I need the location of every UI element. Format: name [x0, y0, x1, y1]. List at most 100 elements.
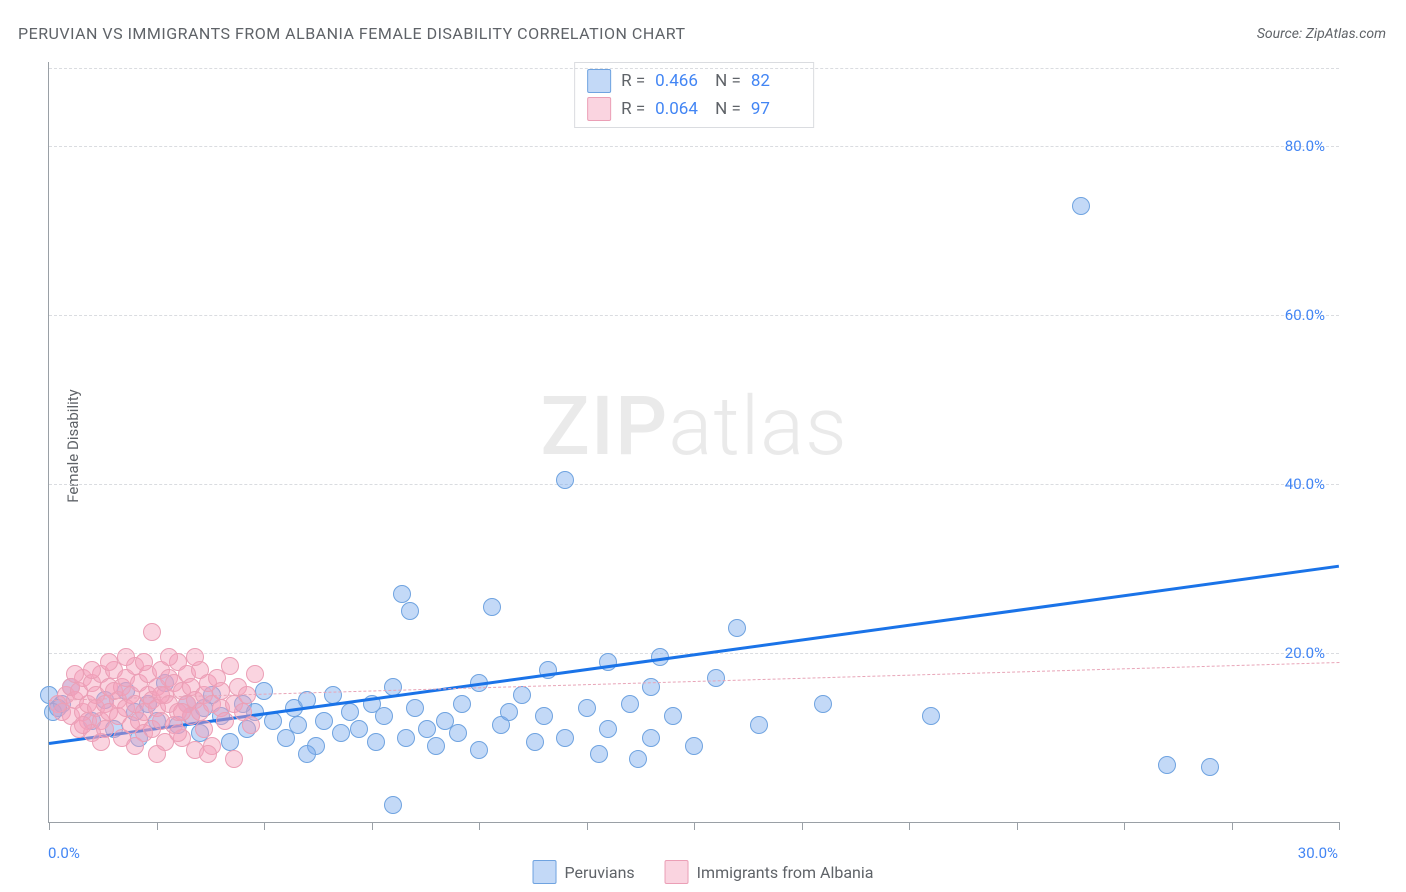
scatter-point: [246, 665, 264, 683]
r-value: 0.064: [655, 99, 705, 119]
x-tick: [802, 822, 803, 830]
scatter-point: [135, 653, 153, 671]
x-tick: [49, 822, 50, 830]
scatter-point: [221, 733, 239, 751]
scatter-point: [642, 729, 660, 747]
scatter-point: [590, 745, 608, 763]
scatter-point: [500, 703, 518, 721]
series-swatch: [587, 69, 611, 93]
scatter-point: [427, 737, 445, 755]
x-tick: [1339, 822, 1340, 830]
scatter-point: [629, 750, 647, 768]
scatter-point: [100, 653, 118, 671]
scatter-point: [556, 471, 574, 489]
scatter-point: [406, 699, 424, 717]
scatter-point: [255, 682, 273, 700]
legend-item: Immigrants from Albania: [665, 860, 874, 884]
x-tick-label: 30.0%: [1298, 844, 1338, 862]
scatter-point: [513, 686, 531, 704]
x-tick: [372, 822, 373, 830]
scatter-point: [117, 648, 135, 666]
r-label: R =: [621, 71, 645, 91]
gridline: [49, 146, 1339, 147]
x-tick: [264, 822, 265, 830]
y-tick-label: 40.0%: [1285, 475, 1325, 493]
source-attribution: Source: ZipAtlas.com: [1257, 26, 1386, 42]
x-tick: [694, 822, 695, 830]
scatter-point: [143, 623, 161, 641]
stats-row: R = 0.064 N = 97: [587, 95, 801, 123]
scatter-point: [195, 720, 213, 738]
plot-area: ZIPatlas R = 0.466 N = 82 R = 0.064 N = …: [48, 62, 1339, 823]
x-tick: [587, 822, 588, 830]
r-value: 0.466: [655, 71, 705, 91]
scatter-point: [341, 703, 359, 721]
scatter-point: [483, 598, 501, 616]
scatter-point: [685, 737, 703, 755]
x-tick: [1017, 822, 1018, 830]
scatter-point: [332, 724, 350, 742]
scatter-point: [126, 737, 144, 755]
scatter-point: [449, 724, 467, 742]
scatter-point: [401, 602, 419, 620]
series-swatch: [587, 97, 611, 121]
legend-label: Peruvians: [565, 863, 635, 882]
scatter-point: [315, 712, 333, 730]
scatter-point: [1072, 197, 1090, 215]
scatter-point: [384, 796, 402, 814]
scatter-point: [160, 648, 178, 666]
x-tick-label: 0.0%: [48, 844, 80, 862]
x-tick: [157, 822, 158, 830]
scatter-point: [169, 724, 187, 742]
gridline: [49, 315, 1339, 316]
scatter-point: [578, 699, 596, 717]
scatter-point: [221, 657, 239, 675]
scatter-point: [289, 716, 307, 734]
scatter-point: [535, 707, 553, 725]
scatter-point: [1201, 758, 1219, 776]
gridline: [49, 484, 1339, 485]
legend-swatch: [665, 860, 689, 884]
watermark-atlas: atlas: [668, 379, 847, 475]
gridline: [49, 68, 1339, 69]
y-tick-label: 80.0%: [1285, 137, 1325, 155]
scatter-point: [367, 733, 385, 751]
scatter-point: [148, 745, 166, 763]
scatter-point: [242, 716, 260, 734]
n-value: 97: [751, 99, 801, 119]
scatter-point: [728, 619, 746, 637]
legend-swatch: [533, 860, 557, 884]
watermark: ZIPatlas: [540, 379, 847, 475]
scatter-point: [922, 707, 940, 725]
stats-row: R = 0.466 N = 82: [587, 67, 801, 95]
scatter-point: [814, 695, 832, 713]
correlation-stats-box: R = 0.466 N = 82 R = 0.064 N = 97: [574, 62, 814, 128]
watermark-zip: ZIP: [540, 379, 668, 475]
scatter-point: [470, 741, 488, 759]
scatter-point: [83, 661, 101, 679]
series-legend: Peruvians Immigrants from Albania: [533, 860, 874, 884]
x-tick: [1232, 822, 1233, 830]
y-tick-label: 20.0%: [1285, 644, 1325, 662]
scatter-point: [375, 707, 393, 725]
scatter-point: [642, 678, 660, 696]
scatter-point: [599, 720, 617, 738]
scatter-point: [199, 745, 217, 763]
scatter-point: [298, 745, 316, 763]
scatter-point: [186, 648, 204, 666]
scatter-point: [66, 665, 84, 683]
scatter-point: [74, 716, 92, 734]
n-value: 82: [751, 71, 801, 91]
scatter-point: [225, 750, 243, 768]
legend-item: Peruvians: [533, 860, 635, 884]
x-tick: [909, 822, 910, 830]
scatter-point: [350, 720, 368, 738]
scatter-point: [1158, 756, 1176, 774]
scatter-point: [453, 695, 471, 713]
scatter-point: [526, 733, 544, 751]
scatter-point: [556, 729, 574, 747]
r-label: R =: [621, 99, 645, 119]
x-tick: [479, 822, 480, 830]
scatter-point: [173, 703, 191, 721]
chart-title: PERUVIAN VS IMMIGRANTS FROM ALBANIA FEMA…: [18, 24, 686, 43]
